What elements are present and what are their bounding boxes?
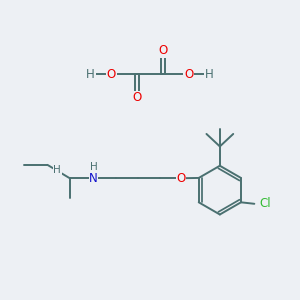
Text: O: O — [177, 172, 186, 185]
Text: H: H — [53, 165, 61, 175]
Text: O: O — [132, 92, 141, 104]
Text: O: O — [107, 68, 116, 81]
Text: H: H — [90, 162, 98, 172]
Text: H: H — [205, 68, 214, 81]
Text: N: N — [89, 172, 98, 185]
Text: O: O — [159, 44, 168, 57]
Text: H: H — [86, 68, 95, 81]
Text: O: O — [184, 68, 193, 81]
Text: Cl: Cl — [260, 197, 271, 210]
